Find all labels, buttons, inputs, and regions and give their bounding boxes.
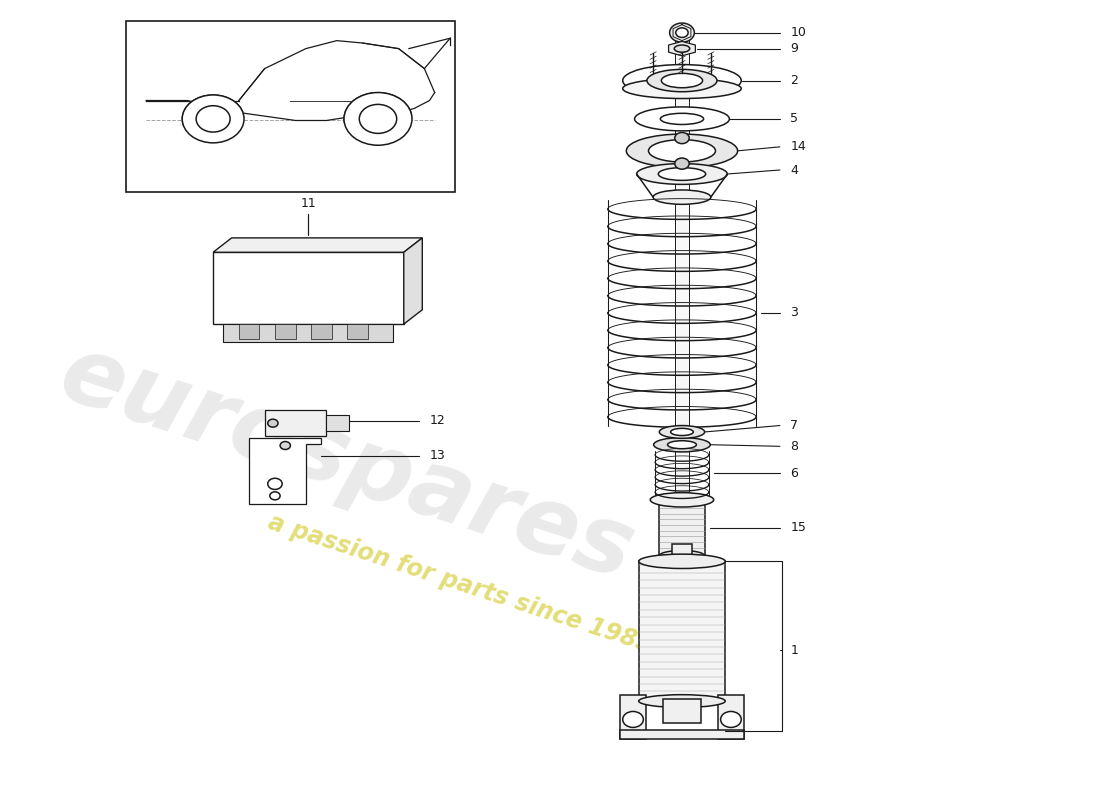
Circle shape: [674, 158, 690, 170]
Ellipse shape: [659, 550, 705, 561]
Text: 2: 2: [790, 74, 798, 87]
Text: 12: 12: [429, 414, 446, 427]
Bar: [223, 324, 394, 342]
Text: 6: 6: [790, 467, 798, 480]
Bar: [327, 415, 349, 431]
Bar: [672, 544, 692, 562]
Circle shape: [267, 478, 283, 490]
Bar: [718, 695, 744, 739]
Circle shape: [267, 419, 278, 427]
Polygon shape: [250, 438, 321, 504]
Text: 10: 10: [790, 26, 806, 39]
Ellipse shape: [650, 493, 714, 507]
Polygon shape: [404, 238, 422, 324]
Ellipse shape: [647, 70, 717, 92]
Circle shape: [674, 133, 690, 144]
Text: 4: 4: [790, 163, 798, 177]
Bar: [659, 500, 705, 556]
Bar: [239, 324, 260, 338]
Polygon shape: [213, 238, 422, 252]
Ellipse shape: [668, 441, 696, 449]
Text: 5: 5: [790, 112, 799, 126]
Text: 11: 11: [300, 197, 317, 210]
Circle shape: [196, 106, 230, 132]
Circle shape: [183, 95, 244, 143]
Text: eurospares: eurospares: [48, 328, 646, 600]
Bar: [620, 730, 744, 739]
Circle shape: [280, 442, 290, 450]
Circle shape: [675, 28, 689, 38]
Text: 1: 1: [790, 644, 798, 657]
Ellipse shape: [639, 554, 725, 569]
Circle shape: [720, 711, 741, 727]
Ellipse shape: [653, 190, 711, 204]
Circle shape: [360, 104, 397, 134]
Ellipse shape: [658, 168, 706, 180]
Text: a passion for parts since 1985: a passion for parts since 1985: [265, 510, 656, 658]
Ellipse shape: [635, 107, 729, 131]
Circle shape: [344, 93, 412, 146]
Ellipse shape: [653, 438, 711, 452]
Bar: [348, 324, 367, 338]
Ellipse shape: [659, 426, 705, 438]
Ellipse shape: [623, 65, 741, 97]
Ellipse shape: [649, 140, 715, 162]
Text: 13: 13: [429, 450, 446, 462]
Bar: [275, 324, 296, 338]
Ellipse shape: [674, 45, 690, 52]
Ellipse shape: [671, 428, 693, 435]
Bar: [620, 695, 646, 739]
Bar: [311, 324, 331, 338]
Bar: [639, 562, 725, 701]
Bar: [265, 410, 327, 436]
Text: 7: 7: [790, 419, 799, 432]
Text: 8: 8: [790, 440, 799, 453]
Bar: [125, 21, 455, 192]
Ellipse shape: [626, 134, 738, 168]
Text: 15: 15: [790, 522, 806, 534]
Ellipse shape: [623, 78, 741, 98]
Text: 3: 3: [790, 306, 798, 319]
Text: 14: 14: [790, 140, 806, 154]
Bar: [213, 252, 404, 324]
Circle shape: [270, 492, 280, 500]
Circle shape: [623, 711, 643, 727]
Bar: [674, 37, 690, 564]
Text: 9: 9: [790, 42, 798, 55]
Circle shape: [670, 23, 694, 42]
Ellipse shape: [660, 114, 704, 125]
Ellipse shape: [637, 164, 727, 184]
Polygon shape: [669, 42, 695, 56]
Bar: [663, 699, 701, 723]
Ellipse shape: [661, 74, 703, 88]
Ellipse shape: [639, 694, 725, 707]
